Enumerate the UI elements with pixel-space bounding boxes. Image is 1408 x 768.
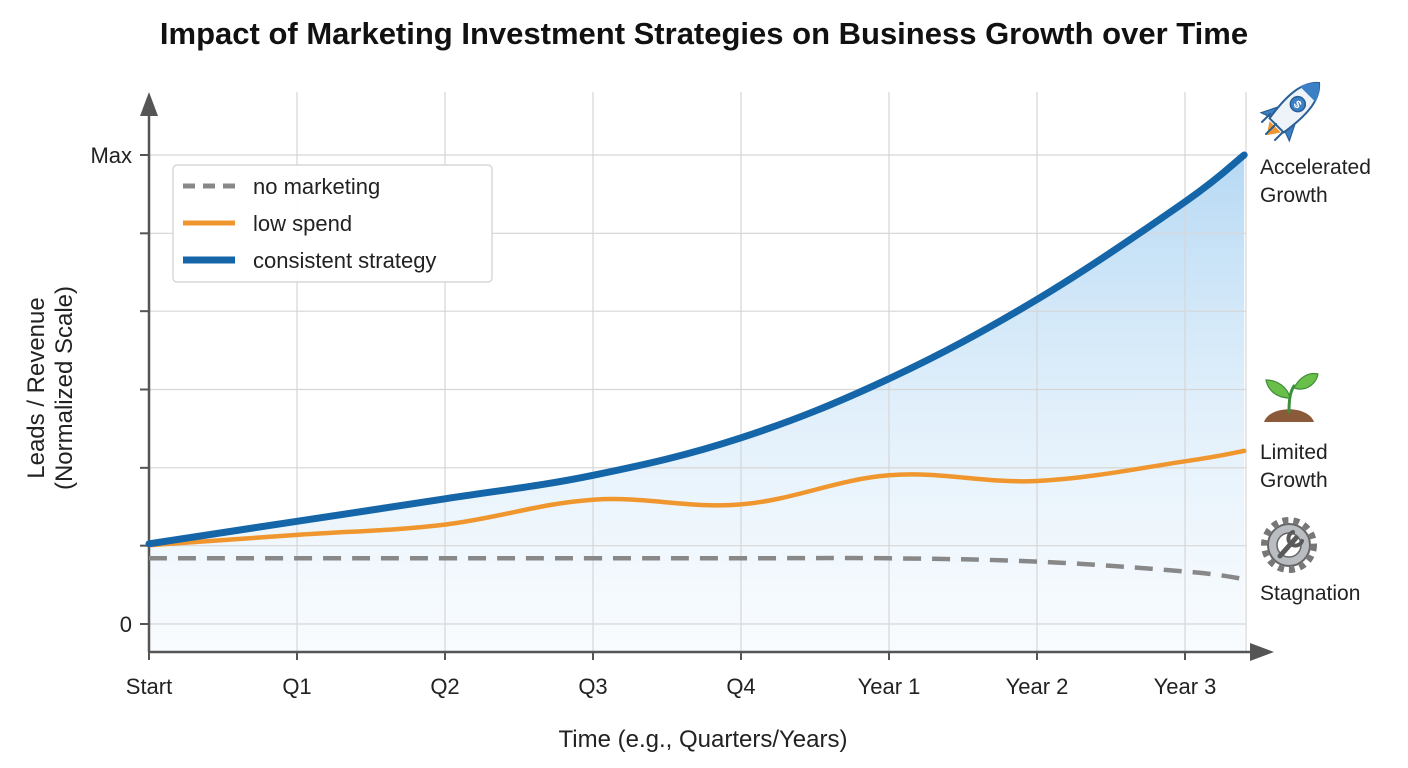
x-tick-label: Q2 <box>430 674 459 699</box>
y-tick-label: Max <box>90 143 132 168</box>
sprout-icon <box>1264 372 1319 422</box>
y-axis-label: Leads / Revenue (Normalized Scale) <box>23 286 78 490</box>
rocket-motion-lines <box>1261 113 1284 141</box>
legend: no marketing low spend consistent strate… <box>172 164 493 283</box>
y-axis-arrow <box>140 92 158 116</box>
annotation-accelerated-growth-line-1: Accelerated <box>1260 156 1371 179</box>
annotation-stagnation: Stagnation <box>1260 582 1360 605</box>
chart-title: Impact of Marketing Investment Strategie… <box>160 16 1248 51</box>
series-line-consistent-strategy <box>145 151 1248 548</box>
x-tick-label: Q1 <box>282 674 311 699</box>
x-tick-label: Q4 <box>726 674 755 699</box>
legend-label-low-spend: low spend <box>253 211 352 236</box>
y-axis-label-line-2: (Normalized Scale) <box>51 286 78 490</box>
x-tick-label: Year 2 <box>1006 674 1069 699</box>
x-tick-label: Start <box>126 674 172 699</box>
x-axis-label: Time (e.g., Quarters/Years) <box>559 726 848 753</box>
series-line-no-marketing <box>148 555 1245 582</box>
annotation-accelerated-growth-line-2: Growth <box>1260 184 1328 207</box>
legend-label-no-marketing: no marketing <box>253 174 380 199</box>
y-axis-label-line-1: Leads / Revenue <box>23 297 50 478</box>
y-tick-label: 0 <box>120 612 132 637</box>
x-tick-label: Year 1 <box>858 674 921 699</box>
axes <box>140 92 1274 661</box>
gear-wrench-icon <box>1261 517 1317 573</box>
annotation-limited-growth-line-2: Growth <box>1260 469 1328 492</box>
x-tick-label: Q3 <box>578 674 607 699</box>
x-axis-arrow <box>1250 643 1274 661</box>
series-lines <box>145 151 1248 582</box>
rocket-icon: $ <box>1259 81 1321 143</box>
x-tick-label: Year 3 <box>1154 674 1217 699</box>
ticks: Start Q1 Q2 Q3 Q4 Year 1 Year 2 Year 3 0 Max <box>90 143 1216 699</box>
annotations: $ Accelerated Growth Limited Growth Stag… <box>1259 81 1371 605</box>
legend-box <box>172 164 493 283</box>
annotation-limited-growth-line-1: Limited <box>1260 441 1328 464</box>
series-line-low-spend <box>146 448 1247 548</box>
legend-label-consistent-strategy: consistent strategy <box>253 248 436 273</box>
